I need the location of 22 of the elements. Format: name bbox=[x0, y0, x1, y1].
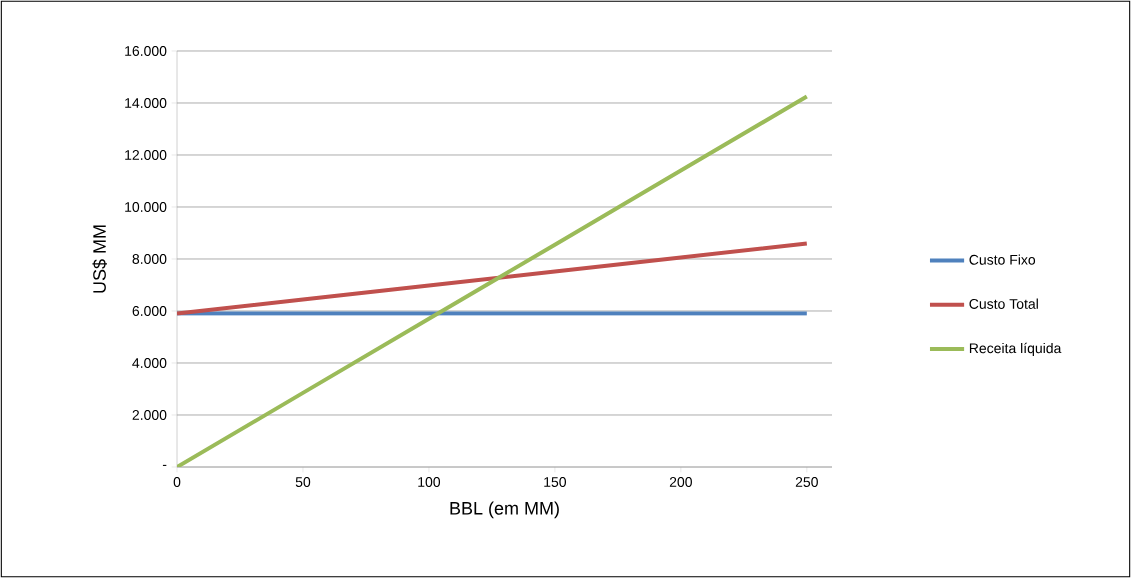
x-axis-title: BBL (em MM) bbox=[450, 501, 559, 519]
y-tick-label: 10.000 bbox=[125, 202, 167, 212]
y-tick-label: 8.000 bbox=[132, 254, 167, 264]
x-tick-label: 50 bbox=[295, 477, 311, 487]
y-axis-title: US$ MM bbox=[92, 225, 107, 293]
y-tick-label: 14.000 bbox=[125, 98, 167, 108]
x-tick-label: 100 bbox=[418, 477, 441, 487]
legend-label: Receita líquida bbox=[969, 342, 1062, 356]
y-tick-label: 2.000 bbox=[132, 410, 167, 420]
x-tick-label: 150 bbox=[544, 477, 567, 487]
line-series bbox=[177, 241, 809, 316]
legend-label: Custo Fixo bbox=[969, 254, 1036, 265]
y-tick-label: 16.000 bbox=[125, 46, 167, 56]
y-tick-label: 12.000 bbox=[125, 150, 167, 160]
y-tick-label: 4.000 bbox=[132, 358, 167, 368]
y-tick-label: 6.000 bbox=[132, 306, 167, 316]
x-tick-label: 200 bbox=[669, 477, 692, 487]
x-tick-label: 250 bbox=[795, 477, 818, 487]
x-tick-label: 0 bbox=[173, 477, 181, 487]
legend-label: Custo Total bbox=[969, 298, 1038, 309]
line-series bbox=[177, 94, 809, 467]
y-tick-label: - bbox=[162, 464, 167, 466]
